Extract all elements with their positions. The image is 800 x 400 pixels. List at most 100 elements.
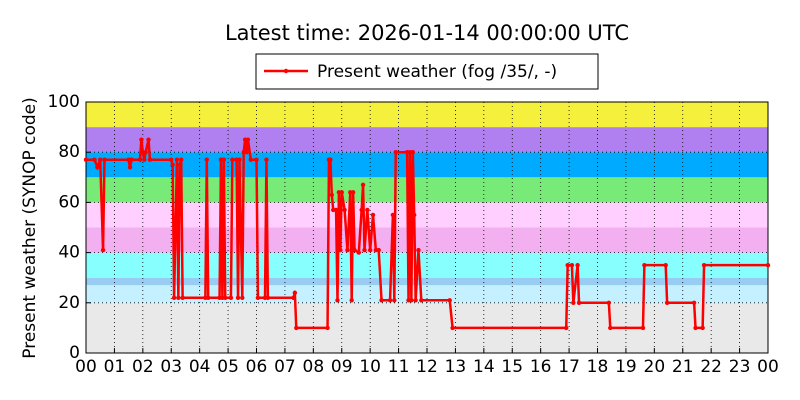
data-point — [576, 300, 582, 305]
plot-frame — [85, 101, 769, 354]
data-point — [92, 157, 97, 162]
y-tick-label: 60 — [58, 192, 80, 212]
x-tick-label: 22 — [700, 357, 722, 377]
x-tick-label: 19 — [615, 357, 637, 377]
data-point — [237, 157, 242, 162]
y-axis-label: Present weather (SYNOP code) — [20, 97, 40, 358]
data-point — [244, 150, 249, 155]
data-point — [221, 157, 227, 162]
data-point — [180, 295, 185, 300]
data-point — [142, 157, 147, 162]
data-point — [640, 325, 646, 331]
data-point — [367, 247, 373, 253]
data-point — [664, 300, 670, 305]
data-point — [100, 247, 106, 253]
data-point — [328, 157, 333, 162]
data-point — [228, 295, 234, 300]
x-tick-label: 23 — [729, 357, 751, 377]
data-point — [335, 298, 340, 303]
background-band — [86, 127, 768, 153]
data-point — [235, 295, 241, 300]
data-point — [230, 157, 235, 162]
background-band — [86, 277, 768, 286]
data-point — [350, 190, 356, 195]
data-point — [376, 247, 381, 253]
data-point — [95, 165, 100, 170]
data-point — [102, 157, 107, 162]
x-tick-label: 17 — [558, 357, 580, 377]
data-point — [606, 300, 612, 305]
data-point — [147, 157, 153, 162]
data-point — [419, 298, 424, 303]
background-band — [86, 302, 768, 353]
data-point — [325, 325, 330, 331]
x-tick-label: 21 — [672, 357, 694, 377]
data-point — [390, 212, 396, 218]
y-tick-label: 0 — [69, 343, 80, 363]
data-point — [170, 162, 175, 167]
data-point — [700, 325, 705, 331]
data-point — [292, 290, 298, 295]
y-tick-label: 100 — [48, 92, 80, 112]
data-point — [412, 212, 417, 218]
data-point — [365, 207, 370, 213]
data-point — [345, 247, 350, 253]
data-point — [169, 157, 174, 162]
data-point — [416, 247, 421, 253]
data-point — [349, 298, 354, 303]
data-point — [360, 182, 366, 188]
data-point — [569, 262, 575, 268]
x-tick-label: 18 — [587, 357, 609, 377]
data-point — [359, 207, 364, 213]
x-tick-label: 00 — [757, 357, 779, 377]
x-tick-label: 13 — [445, 357, 467, 377]
data-point — [387, 298, 393, 303]
x-tick-label: 20 — [644, 357, 666, 377]
x-tick-label: 11 — [388, 357, 410, 377]
data-point — [264, 157, 269, 162]
data-point — [608, 325, 613, 331]
x-tick-label: 10 — [359, 357, 381, 377]
x-tick-label: 02 — [132, 357, 154, 377]
x-tick-label: 16 — [530, 357, 552, 377]
legend-label: Present weather (fog /35/, -) — [317, 62, 557, 82]
data-point — [691, 300, 697, 305]
legend-box — [255, 53, 599, 90]
data-point — [178, 157, 184, 162]
data-point — [701, 262, 707, 268]
x-tick-label: 00 — [75, 357, 97, 377]
data-point — [223, 295, 228, 300]
data-point — [176, 295, 181, 300]
data-point — [663, 262, 668, 268]
data-point — [139, 137, 144, 142]
data-point — [356, 250, 361, 255]
data-point — [294, 325, 299, 331]
data-point — [333, 207, 339, 213]
data-point — [245, 137, 251, 142]
y-tick-label: 20 — [58, 293, 80, 313]
data-point — [642, 262, 647, 268]
data-point — [565, 262, 570, 268]
data-point — [255, 295, 261, 300]
x-tick-label: 09 — [331, 357, 353, 377]
chart-title: Latest time: 2026-01-14 00:00:00 UTC — [225, 21, 629, 45]
data-point — [447, 298, 452, 303]
x-tick-label: 12 — [416, 357, 438, 377]
data-point — [409, 298, 414, 303]
data-point — [392, 298, 397, 303]
data-point — [370, 212, 376, 218]
data-point — [143, 150, 148, 155]
background-band — [86, 227, 768, 253]
data-point — [265, 295, 271, 300]
data-point — [450, 325, 455, 331]
data-point — [564, 325, 569, 331]
x-tick-label: 04 — [189, 357, 211, 377]
data-point — [205, 295, 211, 300]
y-tick-label: 80 — [58, 142, 80, 162]
data-point — [338, 247, 343, 253]
x-tick-label: 08 — [303, 357, 325, 377]
data-point — [127, 165, 133, 170]
data-point — [83, 157, 89, 162]
data-point — [146, 137, 151, 142]
